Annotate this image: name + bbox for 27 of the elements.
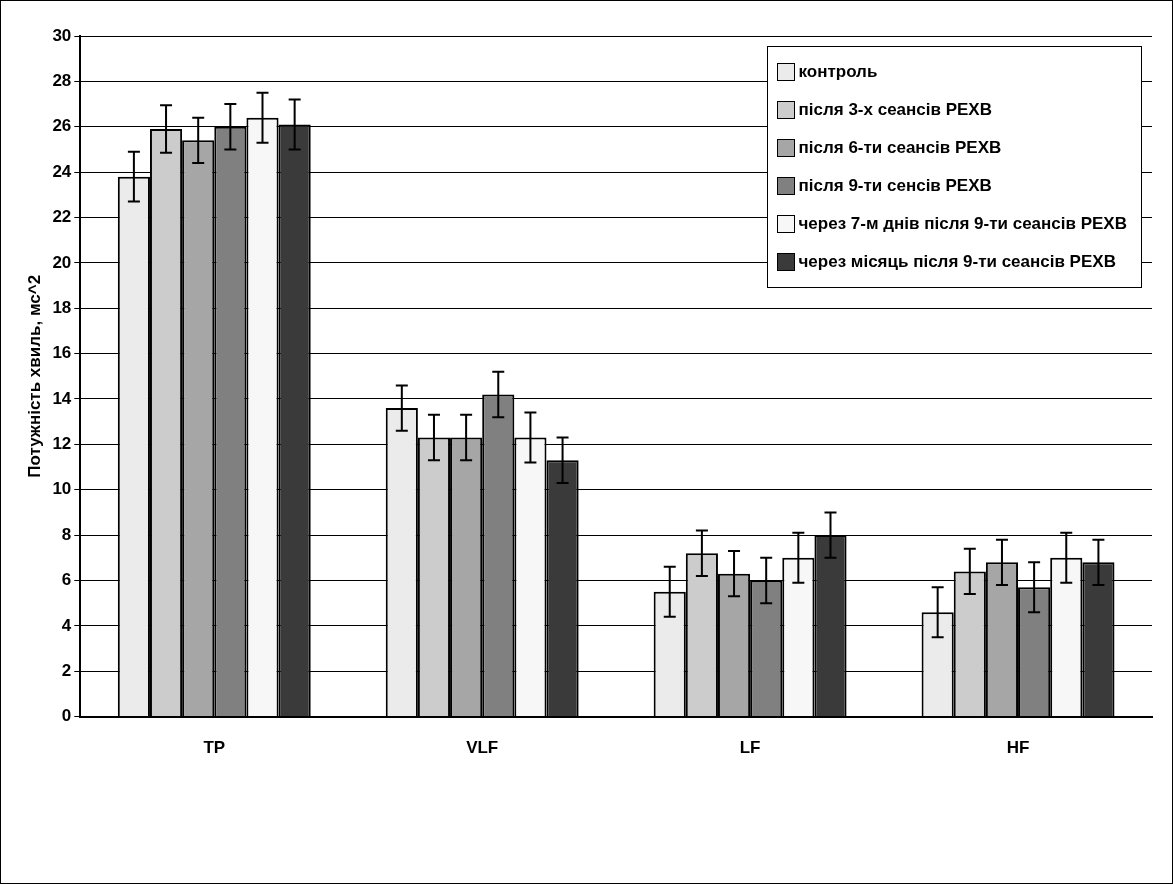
legend-label: контроль	[798, 62, 878, 82]
y-tick-label: 14	[52, 388, 72, 408]
y-tick-label: 28	[52, 71, 72, 91]
x-tick-label: LF	[739, 738, 761, 758]
y-tick-label: 22	[52, 207, 72, 227]
y-tick-label: 6	[61, 570, 72, 590]
y-tick-label: 30	[52, 25, 72, 45]
y-tick-label: 20	[52, 252, 72, 272]
x-tick-label: HF	[1006, 738, 1030, 758]
y-tick-label: 12	[52, 434, 72, 454]
x-tick-label: VLF	[466, 738, 499, 758]
y-tick-label: 8	[61, 524, 72, 544]
legend-label: через місяць після 9-ти сеансів РЕХВ	[798, 252, 1116, 272]
y-tick-label: 4	[61, 615, 72, 635]
y-tick-label: 0	[61, 706, 72, 726]
y-tick-label: 24	[52, 161, 72, 181]
y-tick-label: 10	[52, 479, 72, 499]
y-tick-label: 18	[52, 297, 72, 317]
y-tick-label: 2	[61, 660, 72, 680]
legend-label: після 6-ти сеансів РЕХВ	[798, 138, 1002, 158]
y-tick-label: 16	[52, 343, 72, 363]
y-axis-title: Потужність хвиль, мс^2	[24, 274, 44, 478]
y-tick-label: 26	[52, 116, 72, 136]
x-tick-label: TP	[203, 738, 226, 758]
legend-label: після 3-х сеансів РЕХВ	[798, 100, 992, 120]
legend-label: після 9-ти сенсів РЕХВ	[798, 176, 992, 196]
legend-label: через 7-м днів після 9-ти сеансів РЕХВ	[798, 214, 1127, 234]
